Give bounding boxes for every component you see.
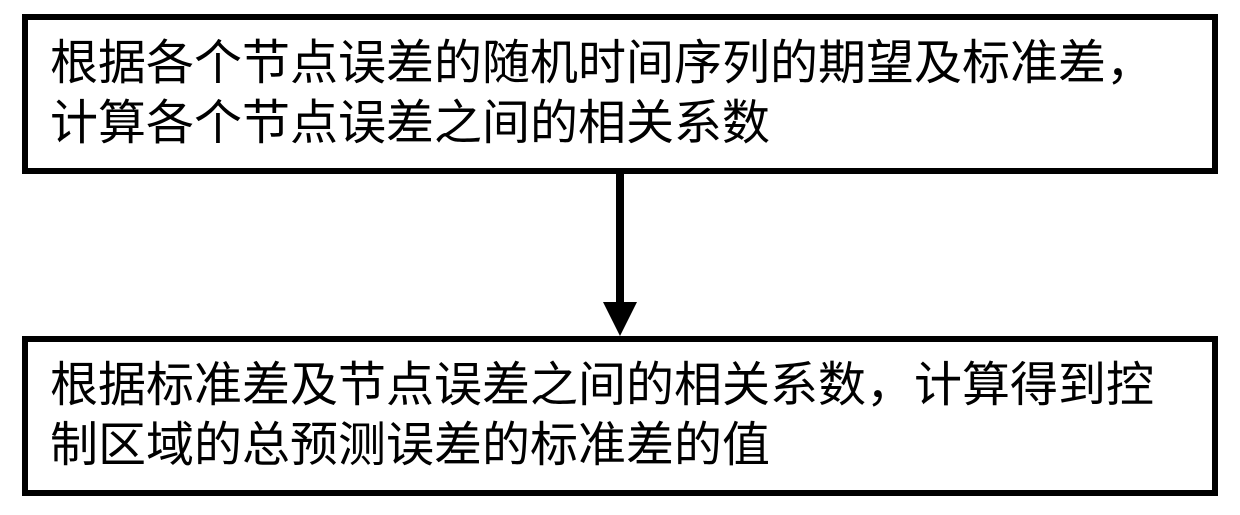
flow-edge-arrowhead-icon [603, 302, 637, 336]
flow-node-step1: 根据各个节点误差的随机时间序列的期望及标准差，计算各个节点误差之间的相关系数 [22, 14, 1218, 174]
flow-node-step2-text: 根据标准差及节点误差之间的相关系数，计算得到控制区域的总预测误差的标准差的值 [50, 356, 1190, 476]
flow-node-step1-text: 根据各个节点误差的随机时间序列的期望及标准差，计算各个节点误差之间的相关系数 [50, 34, 1190, 154]
flow-node-step2: 根据标准差及节点误差之间的相关系数，计算得到控制区域的总预测误差的标准差的值 [22, 336, 1218, 496]
flow-edge-line [616, 174, 624, 302]
flowchart-canvas: 根据各个节点误差的随机时间序列的期望及标准差，计算各个节点误差之间的相关系数 根… [0, 0, 1240, 515]
